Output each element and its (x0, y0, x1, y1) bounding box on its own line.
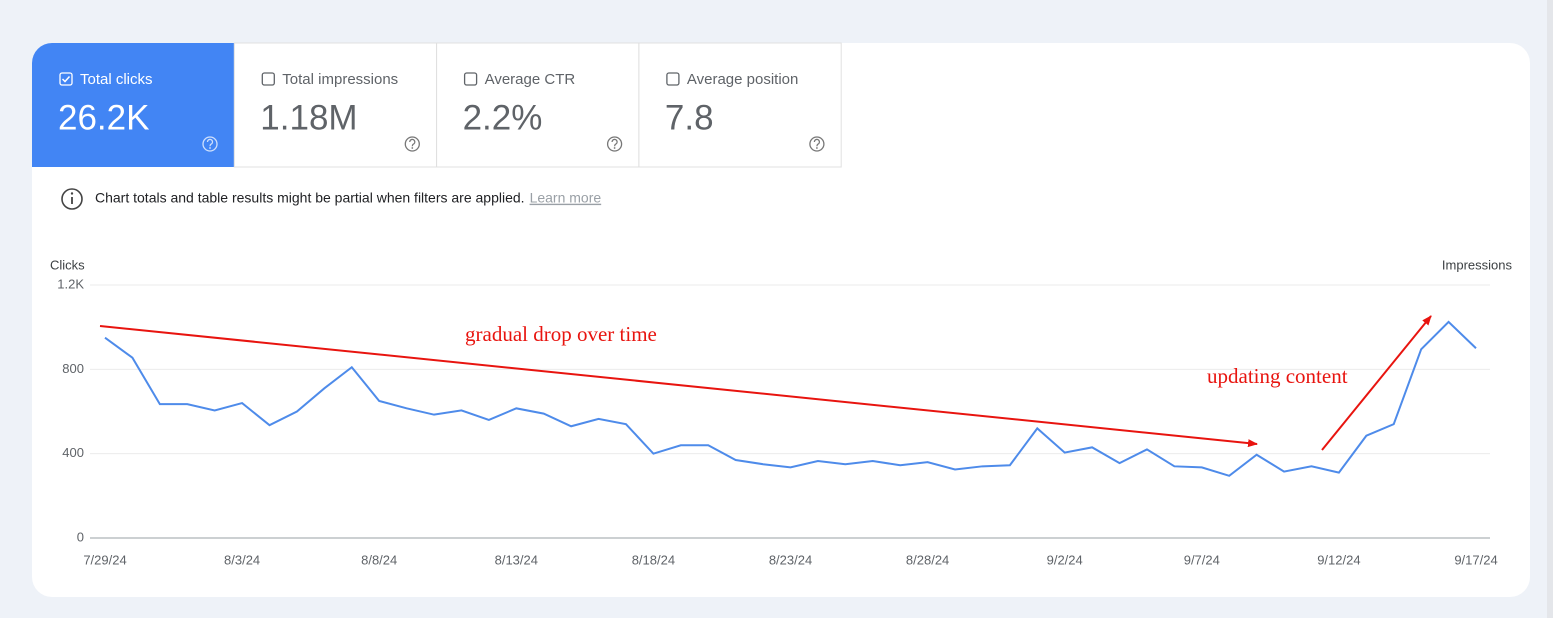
x-tick-label: 9/12/24 (1317, 552, 1360, 567)
metric-label: Total impressions (282, 71, 398, 88)
help-icon[interactable] (404, 136, 420, 152)
card (32, 43, 1530, 597)
metric-label: Average CTR (485, 71, 576, 88)
annotation-arrow (99, 325, 1258, 448)
help-dot (411, 147, 414, 149)
help-dot (816, 147, 818, 149)
x-tick-label: 7/29/24 (83, 552, 126, 567)
x-tick-label: 8/3/24 (224, 552, 260, 567)
metric-value: 2.2% (463, 98, 543, 137)
annotation-arrow (1321, 315, 1432, 451)
metric-tab[interactable]: Average CTR 2.2% (436, 42, 640, 168)
help-icon[interactable] (202, 136, 218, 152)
y2-axis-label: Impressions (1442, 257, 1513, 272)
x-tick-label: 8/13/24 (495, 552, 538, 567)
tab-bg (32, 43, 234, 167)
metric-tab[interactable]: Average position 7.8 (638, 42, 842, 168)
metric-value: 1.18M (260, 98, 357, 137)
x-tick-label: 8/8/24 (361, 552, 397, 567)
info-dot (70, 192, 74, 195)
help-glyph (611, 138, 618, 147)
checkbox[interactable] (261, 72, 275, 86)
y-tick-label: 800 (62, 361, 84, 376)
checkbox[interactable] (666, 72, 680, 86)
x-tick-label: 9/2/24 (1047, 552, 1083, 567)
help-glyph (813, 138, 821, 147)
metric-label: Total clicks (80, 71, 153, 88)
help-icon[interactable] (809, 136, 825, 152)
tab-bg (233, 42, 438, 168)
clicks-line (104, 320, 1477, 477)
y-axis-label: Clicks (50, 257, 85, 272)
annotation: updating content (1207, 364, 1348, 388)
metric-value: 26.2K (58, 98, 149, 137)
tab-bg (436, 42, 640, 168)
info-icon (61, 188, 83, 210)
x-tick-label: 9/17/24 (1454, 552, 1497, 567)
x-tick-label: 8/28/24 (906, 552, 949, 567)
metric-tab[interactable]: Total impressions 1.18M (233, 42, 438, 168)
help-icon[interactable] (606, 136, 623, 152)
check-mark (61, 75, 71, 83)
x-tick-label: 9/7/24 (1184, 552, 1220, 567)
metric-tab[interactable]: Total clicks 26.2K (32, 43, 234, 167)
metric-value: 7.8 (665, 98, 714, 137)
x-tick-label: 8/23/24 (769, 552, 812, 567)
help-dot (209, 147, 211, 149)
annotation: gradual drop over time (465, 322, 657, 346)
help-glyph (206, 138, 214, 147)
notice-text: Chart totals and table results might be … (95, 190, 525, 206)
learn-more-link[interactable]: Learn more (530, 190, 602, 206)
y-tick-label: 0 (77, 529, 84, 544)
checkbox[interactable] (59, 72, 73, 86)
help-glyph (409, 138, 416, 147)
metric-label: Average position (687, 71, 798, 88)
y-tick-label: 1.2K (57, 276, 84, 291)
tab-bg (638, 42, 842, 168)
help-dot (613, 147, 616, 149)
x-tick-label: 8/18/24 (632, 552, 675, 567)
checkbox[interactable] (463, 72, 478, 86)
y-tick-label: 400 (62, 445, 84, 460)
scrollbar (1547, 0, 1553, 618)
